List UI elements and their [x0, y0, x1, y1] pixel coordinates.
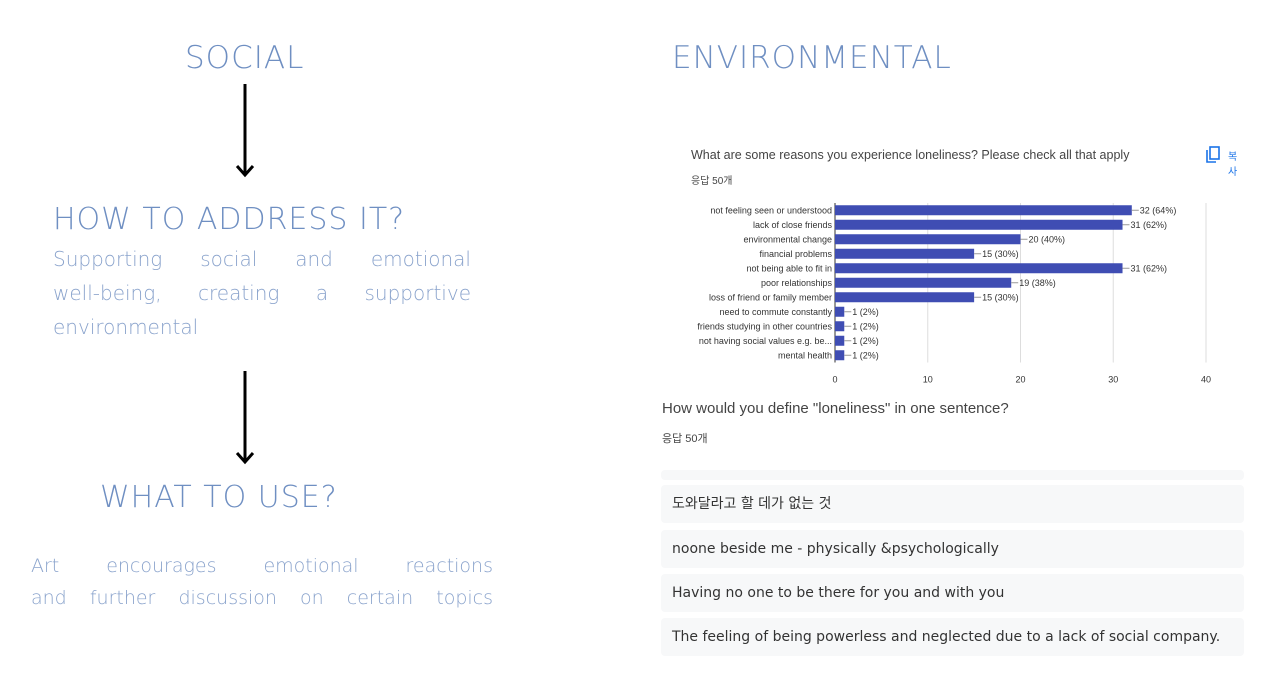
category-label: not having social values e.g. be... [699, 336, 832, 346]
x-tick-label: 10 [923, 375, 933, 385]
address-line: environmental [53, 315, 199, 339]
data-label: 1 (2%) [852, 336, 879, 346]
bar [835, 248, 975, 259]
bar [835, 292, 975, 303]
category-label: loss of friend or family member [709, 292, 832, 302]
data-label: 15 (30%) [982, 292, 1019, 302]
data-label: 1 (2%) [852, 321, 879, 331]
use-paragraph: Art encourages emotional reactions and f… [31, 550, 493, 614]
bar [835, 263, 1123, 274]
bar [835, 321, 845, 332]
response-item: noone beside me - physically &psychologi… [661, 530, 1244, 568]
data-label: 15 (30%) [982, 249, 1019, 259]
bar-chart: 0 10 20 30 40 not feeling seen or understood 3… [697, 203, 1211, 385]
x-tick-label: 20 [1015, 375, 1025, 385]
category-label: poor relationships [761, 278, 833, 288]
data-label: 32 (64%) [1140, 205, 1177, 215]
question-2-response-count: 응답 50개 [662, 433, 708, 445]
bar [835, 219, 1123, 230]
copy-icon[interactable] [1205, 146, 1221, 164]
response-item: The feeling of being powerless and negle… [661, 618, 1244, 656]
bar [835, 205, 1132, 216]
arrow-down-icon [235, 84, 255, 178]
question-1-response-count: 응답 50개 [691, 176, 733, 187]
category-label: financial problems [759, 249, 832, 259]
x-tick-label: 40 [1201, 375, 1211, 385]
category-label: not being able to fit in [746, 263, 832, 273]
arrow-down-icon [235, 371, 255, 465]
data-label: 20 (40%) [1029, 234, 1066, 244]
data-label: 19 (38%) [1019, 278, 1056, 288]
question-2-title: How would you define "loneliness" in one… [662, 400, 1009, 417]
bar [835, 277, 1012, 288]
bar [835, 234, 1021, 245]
bar [835, 306, 845, 317]
use-line: Art encourages emotional reactions [31, 555, 493, 577]
category-label: need to commute constantly [719, 307, 832, 317]
category-label: mental health [778, 350, 832, 360]
response-item: Having no one to be there for you and wi… [661, 574, 1244, 612]
data-label: 31 (62%) [1131, 220, 1168, 230]
what-to-use-heading: WHAT TO USE? [100, 480, 338, 515]
bar [835, 350, 845, 361]
list-top-edge [661, 470, 1244, 480]
category-label: environmental change [743, 234, 832, 244]
category-label: not feeling seen or understood [710, 205, 832, 215]
response-item: 도와달라고 할 데가 없는 것 [661, 485, 1244, 523]
address-line: well-being, creating a supportive [53, 281, 471, 305]
how-to-address-heading: HOW TO ADDRESS IT? [53, 202, 406, 237]
data-label: 31 (62%) [1131, 263, 1168, 273]
data-label: 1 (2%) [852, 307, 879, 317]
bar [835, 335, 845, 346]
use-line: and further discussion on certain topics [31, 587, 493, 609]
copy-label[interactable]: 복사 [1228, 152, 1238, 178]
social-title: SOCIAL [185, 40, 305, 76]
category-label: lack of close friends [753, 220, 833, 230]
category-label: friends studying in other countries [697, 321, 832, 331]
address-paragraph: Supporting social and emotional well-bei… [53, 242, 471, 344]
address-line: Supporting social and emotional [53, 247, 471, 271]
environmental-title: ENVIRONMENTAL [672, 40, 952, 76]
x-tick-label: 30 [1108, 375, 1118, 385]
question-1-title: What are some reasons you experience lon… [691, 148, 1130, 162]
x-tick-label: 0 [832, 375, 837, 385]
data-label: 1 (2%) [852, 350, 879, 360]
